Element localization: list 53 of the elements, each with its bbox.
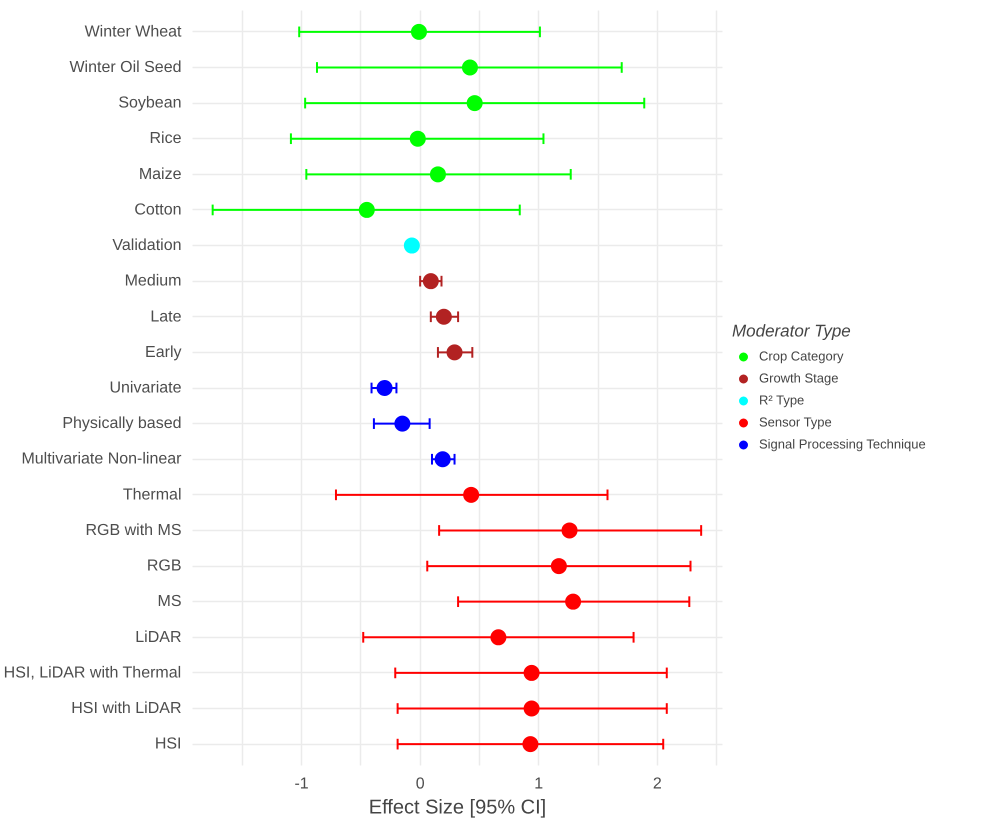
y-tick-label: Cotton bbox=[134, 201, 182, 218]
point bbox=[410, 24, 427, 40]
legend-label: R² Type bbox=[759, 392, 804, 408]
y-tick-label: Winter Oil Seed bbox=[69, 58, 182, 76]
point bbox=[565, 594, 582, 610]
point bbox=[524, 664, 540, 681]
point bbox=[404, 238, 420, 254]
point bbox=[490, 629, 506, 646]
y-tick-label: Univariate bbox=[109, 380, 182, 396]
y-tick-label: Winter Wheat bbox=[84, 23, 182, 40]
y-tick-label: Rice bbox=[149, 130, 182, 148]
y-tick-label: MS bbox=[158, 593, 182, 610]
y-tick-label: Multivariate Non-linear bbox=[21, 450, 182, 468]
point bbox=[524, 700, 540, 717]
y-tick-label: HSI bbox=[154, 736, 182, 753]
point bbox=[394, 416, 410, 432]
legend-label: Sensor Type bbox=[759, 414, 832, 430]
point bbox=[466, 95, 483, 112]
y-tick-label: Physically based bbox=[62, 415, 182, 432]
x-tick-label: -1 bbox=[294, 776, 309, 792]
point bbox=[522, 736, 538, 752]
point bbox=[422, 273, 439, 290]
y-tick-label: HSI, LiDAR with Thermal bbox=[4, 664, 182, 682]
y-tick-label: Medium bbox=[124, 272, 182, 290]
x-tick-label: 1 bbox=[534, 776, 544, 792]
y-tick-label: Soybean bbox=[118, 94, 182, 112]
x-tick-label: 0 bbox=[416, 776, 425, 792]
legend-label: Crop Category bbox=[759, 348, 844, 364]
y-tick-label: Thermal bbox=[122, 486, 182, 504]
x-tick-label: 2 bbox=[652, 776, 662, 792]
y-tick-label: Validation bbox=[112, 237, 182, 254]
point bbox=[562, 522, 578, 538]
point bbox=[430, 166, 446, 182]
point bbox=[463, 486, 480, 503]
point bbox=[434, 451, 451, 468]
y-tick-label: LiDAR bbox=[135, 628, 182, 646]
point bbox=[550, 558, 567, 574]
legend-title: Moderator Type bbox=[732, 321, 852, 341]
point bbox=[446, 344, 463, 360]
point bbox=[436, 308, 452, 325]
y-tick-label: Early bbox=[145, 344, 182, 361]
legend-label: Signal Processing Technique bbox=[759, 436, 926, 452]
point bbox=[410, 130, 426, 147]
point bbox=[358, 202, 375, 218]
y-tick-label: HSI with LiDAR bbox=[71, 700, 182, 718]
point bbox=[462, 59, 478, 76]
legend-label: Growth Stage bbox=[759, 370, 838, 386]
x-axis-title: Effect Size [95% CI] bbox=[368, 796, 546, 818]
y-tick-label: RGB bbox=[146, 558, 182, 575]
point bbox=[376, 380, 393, 396]
y-tick-label: RGB with MS bbox=[85, 522, 182, 539]
y-tick-label: Late bbox=[150, 308, 182, 326]
y-tick-label: Maize bbox=[138, 166, 182, 183]
